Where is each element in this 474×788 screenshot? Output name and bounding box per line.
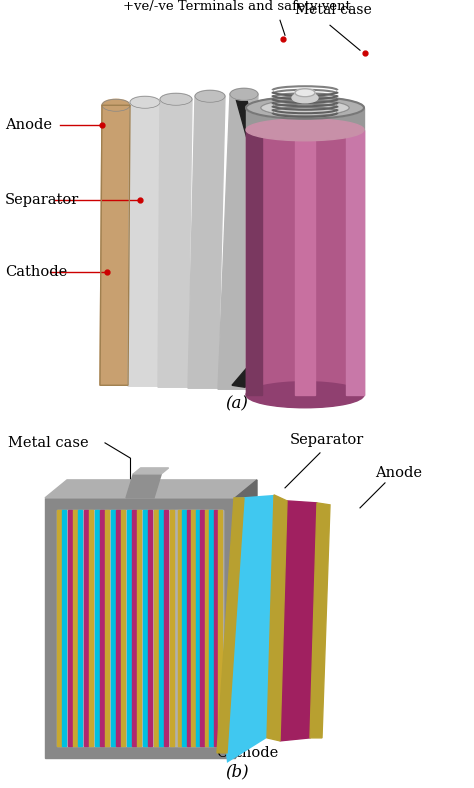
- Ellipse shape: [295, 89, 315, 97]
- Polygon shape: [148, 510, 152, 746]
- Polygon shape: [116, 510, 120, 746]
- Polygon shape: [159, 510, 163, 746]
- Text: +ve/-ve Terminals and safety vent: +ve/-ve Terminals and safety vent: [123, 0, 351, 13]
- Polygon shape: [45, 498, 235, 758]
- Ellipse shape: [246, 381, 364, 407]
- Polygon shape: [196, 510, 200, 746]
- Polygon shape: [100, 510, 104, 746]
- Text: Separator: Separator: [5, 193, 79, 207]
- Text: Cathode: Cathode: [216, 746, 278, 760]
- Ellipse shape: [195, 91, 225, 102]
- Polygon shape: [246, 108, 364, 130]
- Polygon shape: [210, 510, 213, 746]
- Polygon shape: [121, 510, 126, 746]
- Polygon shape: [94, 510, 99, 746]
- Polygon shape: [232, 93, 270, 387]
- Polygon shape: [191, 510, 195, 746]
- Polygon shape: [79, 510, 82, 746]
- Polygon shape: [128, 102, 160, 386]
- Polygon shape: [63, 510, 66, 746]
- Text: Separator: Separator: [290, 433, 364, 447]
- Polygon shape: [137, 510, 141, 746]
- Ellipse shape: [130, 96, 160, 108]
- Polygon shape: [154, 510, 157, 746]
- Text: Cathode: Cathode: [5, 266, 67, 279]
- Polygon shape: [158, 99, 192, 387]
- Polygon shape: [188, 96, 225, 388]
- Text: Metal case: Metal case: [295, 3, 372, 17]
- Text: (b): (b): [225, 763, 249, 780]
- Polygon shape: [57, 510, 223, 746]
- Polygon shape: [133, 468, 169, 474]
- Polygon shape: [73, 510, 77, 746]
- Ellipse shape: [261, 100, 349, 116]
- Polygon shape: [178, 510, 182, 746]
- Polygon shape: [132, 510, 136, 746]
- Polygon shape: [45, 480, 257, 498]
- Polygon shape: [127, 510, 131, 746]
- Polygon shape: [182, 510, 186, 746]
- Ellipse shape: [102, 99, 130, 111]
- Polygon shape: [175, 510, 223, 746]
- Polygon shape: [346, 130, 364, 395]
- Text: (a): (a): [226, 396, 248, 412]
- Polygon shape: [110, 510, 115, 746]
- Polygon shape: [280, 501, 317, 741]
- Polygon shape: [100, 106, 130, 385]
- Polygon shape: [57, 510, 61, 746]
- Polygon shape: [89, 510, 93, 746]
- Ellipse shape: [230, 88, 258, 100]
- Polygon shape: [235, 480, 257, 758]
- PathPatch shape: [223, 495, 274, 763]
- Polygon shape: [201, 510, 204, 746]
- Ellipse shape: [160, 93, 192, 106]
- Text: Anode: Anode: [375, 466, 422, 480]
- Polygon shape: [105, 510, 109, 746]
- Polygon shape: [310, 503, 330, 738]
- Polygon shape: [295, 130, 315, 395]
- Polygon shape: [164, 510, 168, 746]
- Polygon shape: [214, 510, 218, 746]
- Polygon shape: [126, 474, 161, 498]
- Polygon shape: [205, 510, 209, 746]
- Polygon shape: [187, 510, 191, 746]
- Ellipse shape: [246, 119, 364, 141]
- Polygon shape: [267, 495, 287, 741]
- Polygon shape: [68, 510, 72, 746]
- Ellipse shape: [292, 93, 318, 102]
- Text: Metal case: Metal case: [8, 436, 89, 450]
- Polygon shape: [143, 510, 147, 746]
- Polygon shape: [218, 95, 258, 389]
- Polygon shape: [217, 498, 244, 753]
- Text: Anode: Anode: [5, 118, 52, 132]
- Polygon shape: [246, 130, 364, 395]
- Polygon shape: [84, 510, 88, 746]
- Polygon shape: [219, 510, 222, 746]
- Ellipse shape: [246, 97, 364, 119]
- Polygon shape: [170, 510, 173, 746]
- Polygon shape: [246, 130, 262, 395]
